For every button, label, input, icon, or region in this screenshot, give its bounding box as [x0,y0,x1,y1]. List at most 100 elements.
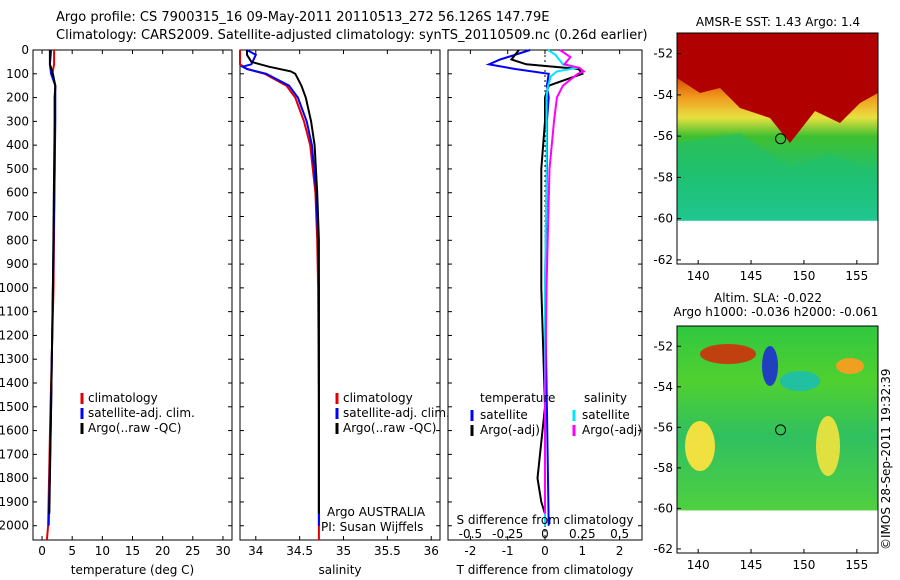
high-sla-patch [816,416,840,476]
legend-label: satellite [480,408,528,422]
timestamp-label: ©IMOS 28-Sep-2011 19:32:39 [879,368,893,550]
high-sla-patch [836,358,864,374]
legend-label: Argo(-adj) [480,423,540,437]
high-sla-patch [700,344,756,364]
depth-tick-label: 1600 [0,424,29,438]
figure-title-line1: Argo profile: CS 7900315_16 09-May-2011 … [56,10,550,25]
x-tick-label: 2 [616,544,624,558]
sla-map-title-line2: Argo h1000: -0.036 h2000: -0.061 [674,305,879,319]
depth-tick-label: 200 [6,91,29,105]
series-line [544,49,586,514]
x-tick-label: -1 [502,544,514,558]
map-2-frame [676,325,879,554]
map-x-tick-label: 140 [687,269,710,283]
legend-label: satellite-adj. clim. [343,406,450,420]
depth-tick-label: 1800 [0,471,29,485]
series-line [48,50,57,514]
series-line [246,50,320,514]
x-tick-label: 34.5 [286,544,313,558]
map-y-tick-label: -58 [653,461,673,475]
depth-tick-label: 400 [6,138,29,152]
pi-label: PI: Susan Wijffels [321,520,423,534]
panel-1-frame [32,49,233,541]
argo-program-label: Argo AUSTRALIA [327,505,426,519]
depth-tick-label: 1500 [0,400,29,414]
map-y-tick-label: -54 [653,380,673,394]
panel-2-xlabel: salinity [318,563,361,577]
depth-tick-label: 500 [6,162,29,176]
depth-tick-label: 1000 [0,281,29,295]
map-x-tick-label: 140 [687,558,710,572]
map-2-field [677,326,878,511]
legend-group-title: temperature [480,391,555,405]
depth-tick-label: 700 [6,210,29,224]
map-x-tick-label: 155 [845,269,868,283]
map-y-tick-label: -60 [653,501,673,515]
map-x-tick-label: 150 [792,558,815,572]
x-tick-label: 36 [424,544,439,558]
depth-tick-label: 600 [6,186,29,200]
map-y-tick-label: -54 [653,88,673,102]
panel-3-series [485,49,586,540]
series-line [509,49,584,515]
map-x-tick-label: 150 [792,269,815,283]
depth-tick-label: 800 [6,233,29,247]
x-tick-label: -2 [464,544,476,558]
legend-label: satellite-adj. clim. [88,406,195,420]
panel-3-top-label: S difference from climatology [457,513,634,527]
x-tick-label: 15 [125,544,140,558]
sst-map-title: AMSR-E SST: 1.43 Argo: 1.4 [696,15,860,29]
salinity-tick-label: 0.5 [610,527,629,541]
legend-group-title: salinity [584,391,627,405]
x-tick-label: 34 [248,544,263,558]
x-tick-label: 0 [38,544,46,558]
map-y-tick-label: -62 [653,253,673,267]
map-y-tick-label: -60 [653,212,673,226]
series-line [239,49,320,526]
warm-water-region [677,33,878,143]
legend-label: Argo(..raw -QC) [343,421,436,435]
depth-tick-label: 1900 [0,495,29,509]
map-y-tick-label: -56 [653,420,673,434]
argo-position-marker [775,133,787,145]
x-tick-label: 30 [215,544,230,558]
map-y-tick-label: -56 [653,129,673,143]
panel-2-frame [239,49,441,541]
sla-map-title-line1: Altim. SLA: -0.022 [714,291,822,305]
cool-water-region [677,133,878,221]
salinity-tick-label: 0.25 [569,527,596,541]
series-line [544,49,579,526]
x-tick-label: 10 [95,544,110,558]
depth-tick-label: 900 [6,257,29,271]
low-sla-patch [762,346,778,386]
depth-tick-label: 0 [21,43,29,57]
salinity-tick-label: 0 [541,527,549,541]
x-tick-label: 0 [541,544,549,558]
legend-label: satellite [582,408,630,422]
high-sla-patch [685,421,715,471]
depth-tick-label: 1200 [0,328,29,342]
figure-title-line2: Climatology: CARS2009. Satellite-adjuste… [56,28,648,43]
x-tick-label: 25 [185,544,200,558]
depth-tick-label: 1700 [0,447,29,461]
x-tick-label: 5 [68,544,76,558]
legend-label: Argo(..raw -QC) [88,421,181,435]
map-x-tick-label: 145 [740,269,763,283]
x-tick-label: 1 [578,544,586,558]
x-tick-label: 20 [155,544,170,558]
depth-tick-label: 1100 [0,305,29,319]
depth-tick-label: 2000 [0,519,29,533]
depth-tick-label: 1400 [0,376,29,390]
panel-3-xlabel: T difference from climatology [456,563,634,577]
legend-label: climatology [88,391,158,405]
map-y-tick-label: -52 [653,47,673,61]
depth-tick-label: 1300 [0,352,29,366]
salinity-tick-label: -0.25 [492,527,523,541]
depth-tick-label: 100 [6,67,29,81]
panel-1-series [45,49,57,541]
panel-1-xlabel: temperature (deg C) [71,563,194,577]
map-1-field [677,33,878,221]
map-y-tick-label: -52 [653,339,673,353]
